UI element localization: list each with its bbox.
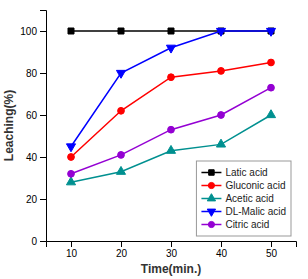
tick-label: 20	[116, 248, 128, 259]
legend-label: Acetic acid	[225, 193, 273, 204]
marker	[216, 139, 225, 147]
marker	[218, 68, 225, 75]
line	[71, 31, 271, 147]
tick-label: 50	[266, 248, 278, 259]
tick-label: 40	[26, 152, 38, 163]
series	[66, 110, 275, 185]
tick: 50	[266, 241, 278, 259]
tick: 80	[26, 68, 46, 79]
x-axis-title: Time(min.)	[141, 262, 201, 276]
legend-entry: Citric acid	[201, 219, 269, 230]
legend-marker	[208, 221, 214, 227]
legend-marker	[208, 182, 214, 188]
marker	[66, 144, 75, 152]
marker	[168, 126, 175, 133]
tick-mark	[171, 241, 172, 247]
series	[66, 28, 275, 151]
marker	[166, 45, 175, 53]
legend-marker	[209, 170, 214, 175]
tick-label: 60	[26, 110, 38, 121]
marker	[66, 177, 75, 185]
marker	[116, 166, 125, 174]
marker	[268, 59, 275, 66]
tick-mark	[40, 241, 46, 242]
legend-entry: Acetic acid	[201, 193, 273, 204]
axis-line	[40, 11, 47, 242]
legend-box	[196, 161, 291, 236]
marker	[216, 28, 225, 36]
tick-label: 30	[166, 248, 178, 259]
tick-mark	[271, 241, 272, 247]
tick-mark	[40, 115, 46, 116]
series	[68, 59, 275, 160]
line	[71, 115, 271, 182]
tick: 10	[66, 241, 78, 259]
legend-label: Latic acid	[225, 167, 267, 178]
tick-mark	[40, 157, 46, 158]
marker	[68, 170, 75, 177]
tick: 20	[116, 241, 128, 259]
legend-label: Gluconic acid	[225, 180, 285, 191]
line	[71, 63, 271, 158]
tick-mark	[40, 73, 46, 74]
marker	[118, 107, 125, 114]
marker	[218, 112, 225, 119]
marker	[166, 145, 175, 153]
marker	[266, 28, 275, 36]
tick: 40	[26, 152, 46, 163]
plot: 10 20 30 40 50 0 20 40 60 80 100 Latic acid Gluconic…	[20, 11, 296, 260]
tick: 100	[20, 26, 46, 37]
y-axis-title: Leaching(%)	[2, 90, 16, 161]
y-axis: 0 20 40 60 80 100	[20, 11, 46, 247]
tick-label: 80	[26, 68, 38, 79]
tick-label: 10	[66, 248, 78, 259]
tick-mark	[40, 31, 46, 32]
tick: 0	[31, 236, 46, 247]
tick: 60	[26, 110, 46, 121]
legend-entry: Gluconic acid	[201, 180, 285, 191]
tick: 30	[166, 241, 178, 259]
legend-entry: DL-Malic acid	[201, 206, 286, 217]
marker	[118, 152, 125, 159]
tick-mark	[40, 199, 46, 200]
tick-label: 0	[31, 236, 37, 247]
marker	[118, 28, 124, 34]
tick-label: 20	[26, 194, 38, 205]
legend-marker	[207, 209, 215, 216]
axis-line	[47, 242, 297, 248]
tick-mark	[221, 241, 222, 247]
marker	[268, 84, 275, 91]
marker	[68, 154, 75, 161]
marker	[168, 28, 174, 34]
tick: 40	[216, 241, 228, 259]
marker	[68, 28, 74, 34]
marker	[116, 70, 125, 78]
chart: 10 20 30 40 50 0 20 40 60 80 100 Latic acid Gluconic…	[0, 0, 308, 279]
x-axis: 10 20 30 40 50	[47, 241, 297, 259]
legend-marker	[207, 194, 215, 201]
tick-mark	[121, 241, 122, 247]
legend-label: DL-Malic acid	[225, 206, 286, 217]
marker	[266, 110, 275, 118]
tick-label: 40	[216, 248, 228, 259]
legend: Latic acid Gluconic acid Acetic acid DL-Mal…	[196, 161, 291, 236]
marker	[168, 74, 175, 81]
legend-label: Citric acid	[225, 219, 269, 230]
legend-entry: Latic acid	[201, 167, 267, 178]
tick: 20	[26, 194, 46, 205]
tick-label: 100	[20, 26, 37, 37]
tick-mark	[71, 241, 72, 247]
